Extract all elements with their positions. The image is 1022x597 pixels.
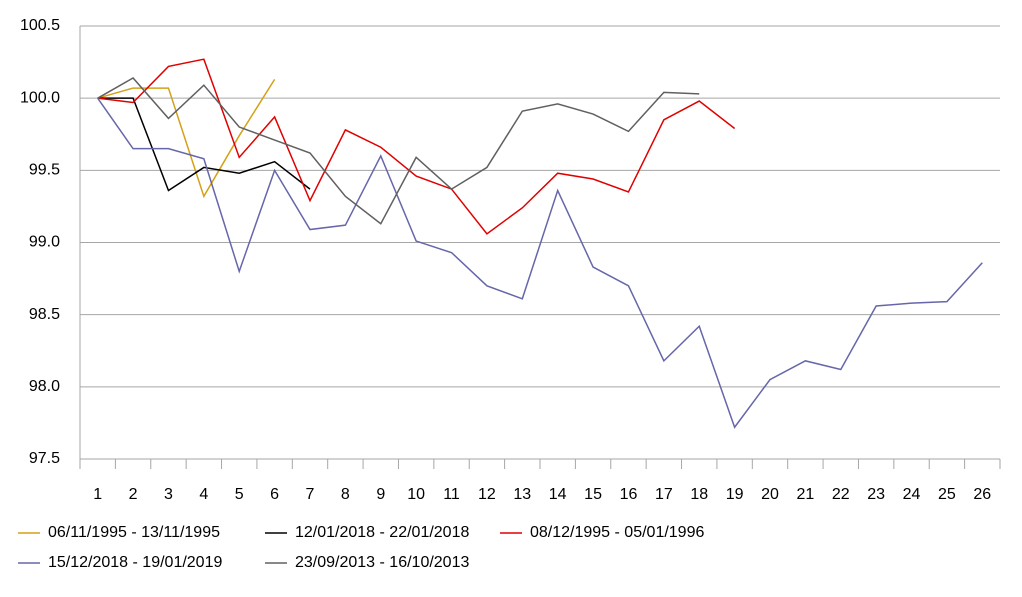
y-tick-label: 97.5 [29,450,60,467]
x-tick-label: 10 [407,486,425,503]
series-line [97,79,276,199]
series-line [97,77,700,225]
legend-label: 08/12/1995 - 05/01/1996 [530,524,704,541]
legend-label: 15/12/2018 - 19/01/2019 [48,554,222,571]
legend-label: 06/11/1995 - 13/11/1995 [48,524,220,541]
y-tick-label: 99.0 [29,234,60,251]
x-tick-label: 25 [938,486,956,503]
y-tick-label: 100.5 [20,17,60,34]
x-tick-label: 15 [584,486,602,503]
x-tick-label: 16 [620,486,638,503]
y-tick-label: 98.5 [29,306,60,323]
x-tick-label: 12 [478,486,496,503]
x-tick-label: 9 [376,486,385,503]
x-tick-label: 20 [761,486,779,503]
x-tick-label: 24 [903,486,921,503]
x-tick-label: 18 [690,486,708,503]
x-tick-label: 8 [341,486,350,503]
y-tick-label: 99.5 [29,162,60,179]
x-tick-label: 26 [973,486,991,503]
legend-label: 12/01/2018 - 22/01/2018 [295,524,469,541]
x-tick-label: 22 [832,486,850,503]
series-line [97,97,311,192]
legend-label: 23/09/2013 - 16/10/2013 [295,554,469,571]
y-tick-label: 98.0 [29,378,60,395]
x-tick-label: 14 [549,486,567,503]
series-line [97,97,983,429]
x-tick-label: 17 [655,486,673,503]
x-tick-label: 13 [513,486,531,503]
x-tick-label: 1 [93,486,102,503]
x-tick-label: 4 [199,486,208,503]
x-tick-label: 2 [129,486,138,503]
x-tick-label: 7 [306,486,315,503]
x-tick-label: 11 [443,486,460,503]
x-tick-label: 5 [235,486,244,503]
x-tick-label: 19 [726,486,744,503]
x-tick-label: 23 [867,486,885,503]
x-tick-label: 6 [270,486,279,503]
x-tick-label: 3 [164,486,173,503]
x-tick-label: 21 [796,486,814,503]
series-line [97,58,736,235]
y-tick-label: 100.0 [20,89,60,106]
